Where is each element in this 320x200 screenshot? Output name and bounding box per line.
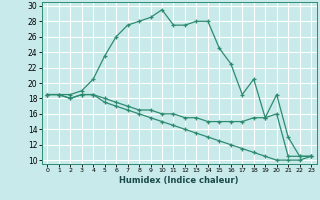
- X-axis label: Humidex (Indice chaleur): Humidex (Indice chaleur): [119, 176, 239, 185]
